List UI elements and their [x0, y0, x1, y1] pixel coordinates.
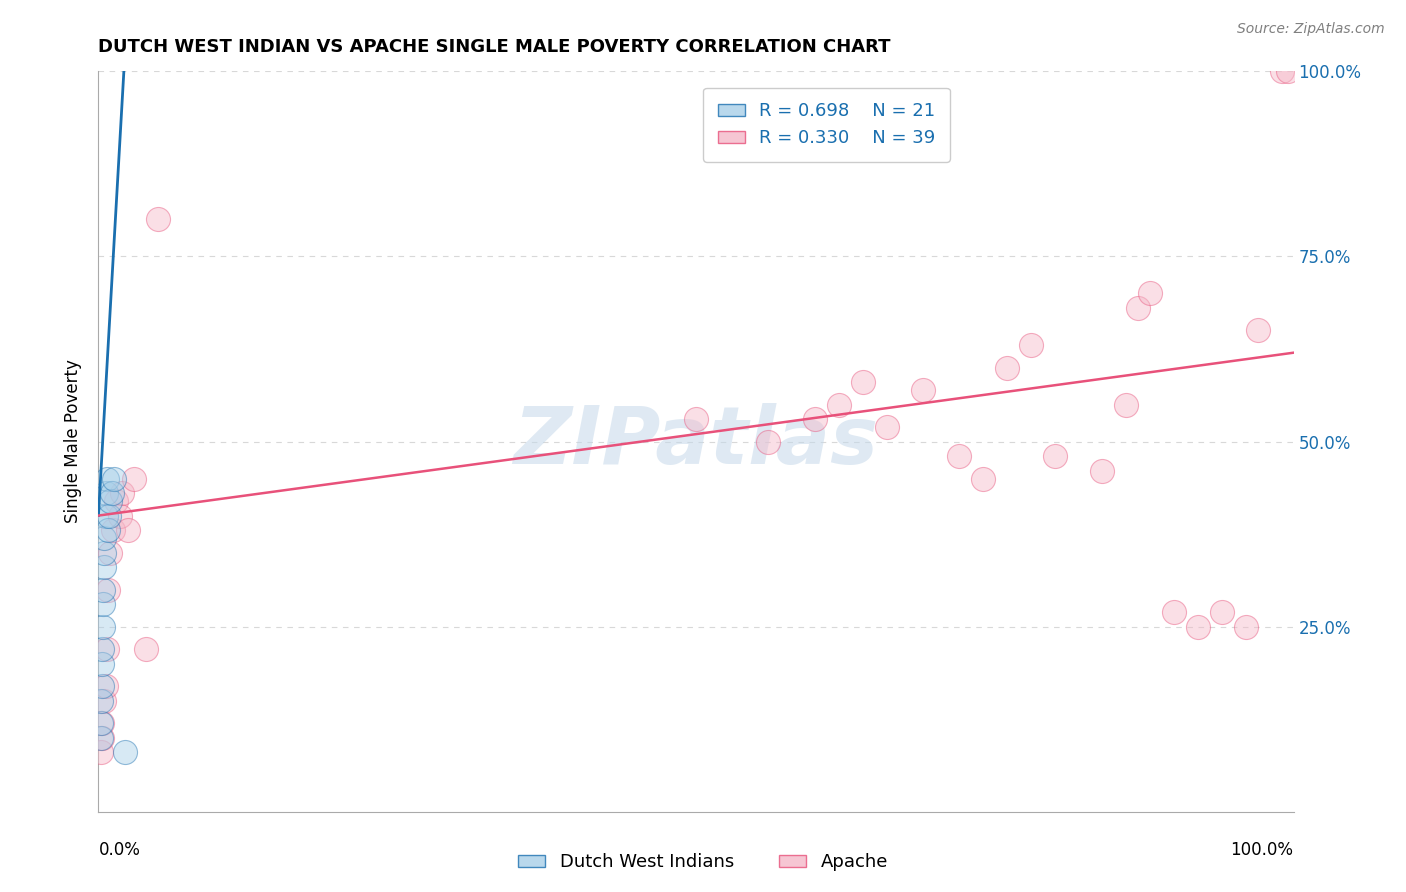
Text: ZIPatlas: ZIPatlas: [513, 402, 879, 481]
Point: [97, 582, 120, 597]
Point: [1043, 450, 1066, 464]
Point: [135, 641, 157, 656]
Point: [756, 434, 779, 449]
Point: [91, 582, 114, 597]
Point: [94, 486, 117, 500]
Point: [91, 657, 114, 671]
Point: [911, 383, 934, 397]
Point: [1019, 338, 1042, 352]
Legend: Dutch West Indians, Apache: Dutch West Indians, Apache: [510, 847, 896, 879]
Text: 0.0%: 0.0%: [98, 841, 141, 859]
Point: [93, 546, 115, 560]
Point: [93, 694, 115, 708]
Point: [93, 531, 115, 545]
Point: [804, 412, 827, 426]
Point: [94, 508, 117, 523]
Point: [96, 471, 118, 485]
Point: [972, 471, 994, 485]
Point: [90, 715, 112, 730]
Point: [1234, 619, 1257, 633]
Y-axis label: Single Male Poverty: Single Male Poverty: [65, 359, 83, 524]
Point: [98, 493, 122, 508]
Point: [1163, 605, 1185, 619]
Point: [91, 715, 114, 730]
Point: [852, 376, 875, 390]
Point: [90, 731, 112, 745]
Point: [117, 524, 139, 538]
Point: [91, 679, 114, 693]
Point: [91, 731, 114, 745]
Point: [114, 746, 136, 760]
Point: [1128, 301, 1150, 316]
Point: [948, 450, 970, 464]
Legend: R = 0.698    N = 21, R = 0.330    N = 39: R = 0.698 N = 21, R = 0.330 N = 39: [703, 87, 950, 161]
Point: [90, 746, 112, 760]
Point: [1271, 64, 1294, 78]
Point: [98, 546, 122, 560]
Point: [1211, 605, 1233, 619]
Point: [1139, 286, 1161, 301]
Point: [90, 694, 112, 708]
Point: [97, 524, 120, 538]
Point: [1247, 324, 1270, 338]
Point: [1091, 464, 1114, 478]
Point: [105, 493, 128, 508]
Text: DUTCH WEST INDIAN VS APACHE SINGLE MALE POVERTY CORRELATION CHART: DUTCH WEST INDIAN VS APACHE SINGLE MALE …: [98, 38, 891, 56]
Point: [96, 641, 118, 656]
Text: Source: ZipAtlas.com: Source: ZipAtlas.com: [1237, 22, 1385, 37]
Point: [108, 508, 131, 523]
Point: [101, 524, 124, 538]
Point: [94, 679, 117, 693]
Point: [1115, 398, 1137, 412]
Point: [124, 471, 146, 485]
Point: [1187, 619, 1209, 633]
Point: [995, 360, 1018, 375]
Point: [876, 419, 898, 434]
Point: [93, 560, 115, 574]
Point: [100, 486, 122, 500]
Point: [103, 471, 125, 485]
Point: [828, 398, 851, 412]
Point: [148, 212, 170, 227]
Point: [91, 619, 114, 633]
Point: [685, 412, 707, 426]
Point: [111, 486, 134, 500]
Point: [98, 508, 121, 523]
Point: [91, 598, 114, 612]
Point: [1277, 64, 1299, 78]
Point: [91, 641, 114, 656]
Text: 100.0%: 100.0%: [1230, 841, 1294, 859]
